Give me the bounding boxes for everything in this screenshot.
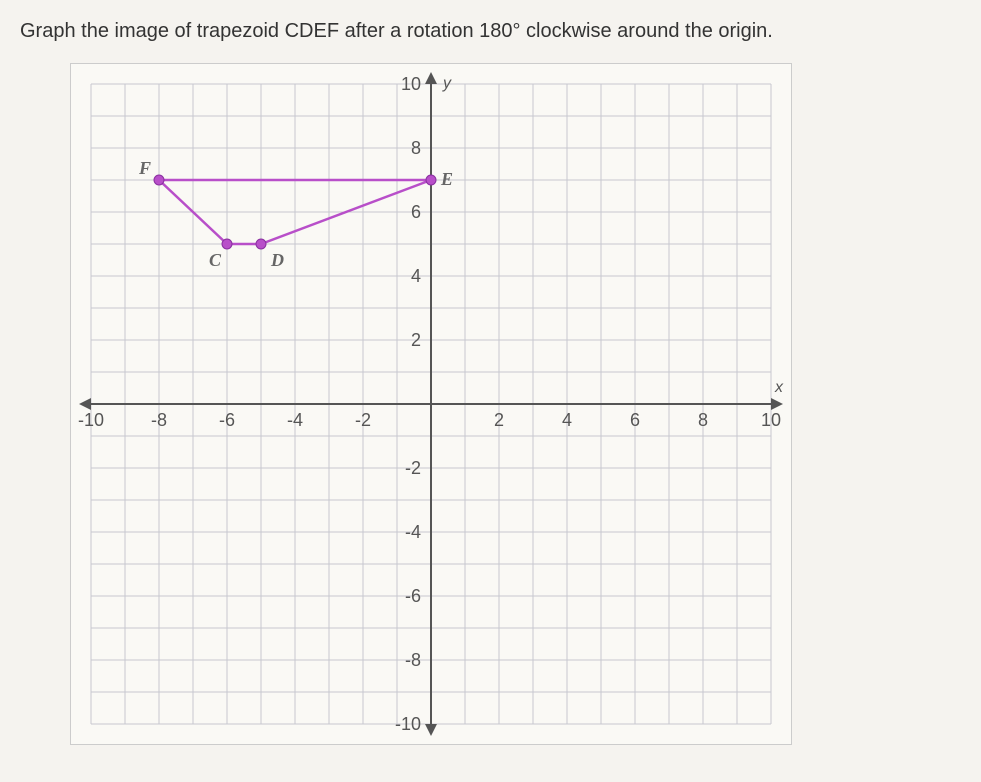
vertex-label-d: D — [270, 250, 284, 270]
x-tick-label: 2 — [494, 410, 504, 430]
vertex-f — [154, 175, 164, 185]
y-tick-label: -8 — [405, 650, 421, 670]
x-axis-label: x — [774, 379, 784, 396]
question-prompt: Graph the image of trapezoid CDEF after … — [20, 20, 961, 43]
x-arrow-right — [771, 398, 783, 410]
x-tick-label: -10 — [78, 410, 104, 430]
y-tick-label: -10 — [395, 714, 421, 734]
x-tick-label: -8 — [151, 410, 167, 430]
vertex-d — [256, 239, 266, 249]
x-tick-label: 10 — [761, 410, 781, 430]
x-tick-label: -4 — [287, 410, 303, 430]
y-tick-label: -2 — [405, 458, 421, 478]
vertex-c — [222, 239, 232, 249]
x-arrow-left — [79, 398, 91, 410]
x-tick-label: -2 — [355, 410, 371, 430]
y-tick-label: 4 — [411, 266, 421, 286]
x-tick-label: 8 — [698, 410, 708, 430]
y-tick-label: 2 — [411, 330, 421, 350]
x-tick-label: -6 — [219, 410, 235, 430]
vertex-e — [426, 175, 436, 185]
vertex-label-c: C — [209, 250, 222, 270]
chart-container: x y -10 -8 -6 -4 -2 2 4 6 8 10 -10 -8 -6 -4 -2 2 4 6 8 10 C D E F — [20, 63, 961, 745]
y-tick-label: -6 — [405, 586, 421, 606]
vertex-label-e: E — [440, 169, 453, 189]
y-tick-label: 10 — [401, 74, 421, 94]
y-tick-label: 8 — [411, 138, 421, 158]
y-axis-label: y — [442, 75, 452, 92]
y-arrow-up — [425, 72, 437, 84]
coordinate-grid: x y -10 -8 -6 -4 -2 2 4 6 8 10 -10 -8 -6 -4 -2 2 4 6 8 10 C D E F — [70, 63, 792, 745]
y-tick-label: 6 — [411, 202, 421, 222]
y-tick-label: -4 — [405, 522, 421, 542]
vertex-label-f: F — [138, 158, 151, 178]
y-arrow-down — [425, 724, 437, 736]
x-tick-label: 4 — [562, 410, 572, 430]
x-tick-label: 6 — [630, 410, 640, 430]
